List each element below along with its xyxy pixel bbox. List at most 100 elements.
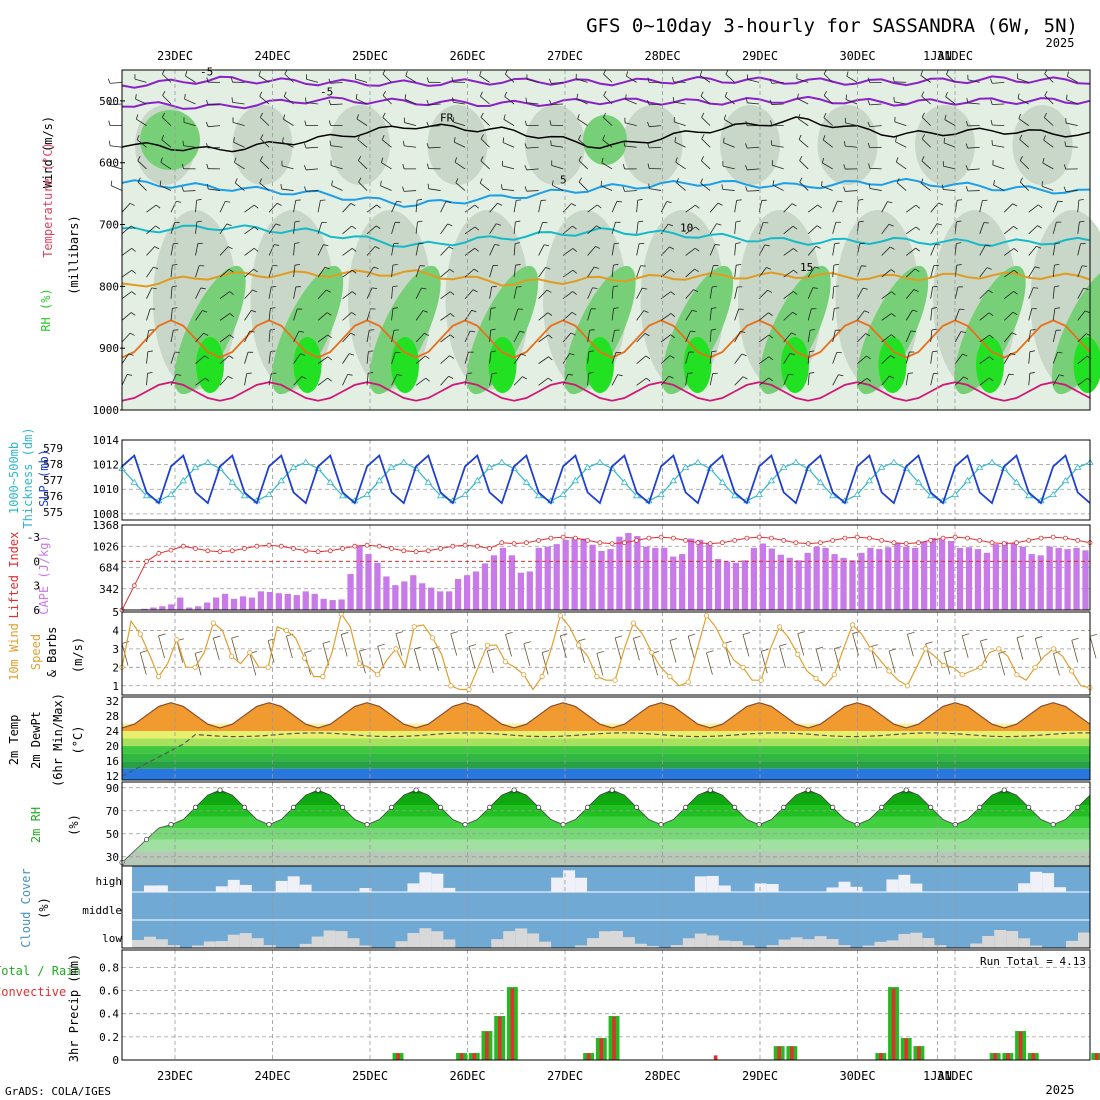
wind-barb-flag <box>960 331 966 334</box>
wind-barb-flag <box>932 285 938 288</box>
wind-barb-flag <box>226 223 232 226</box>
cape-bar <box>437 591 444 610</box>
wind-barb-flag <box>625 94 627 100</box>
wind-barb <box>195 243 199 256</box>
thickness-point <box>828 492 837 499</box>
wind-barb-flag <box>647 99 650 105</box>
wind-barb <box>587 225 597 235</box>
cape-bar <box>670 556 677 610</box>
thk-tick-579: 579 <box>43 442 63 455</box>
wind-barb-flag <box>497 202 503 206</box>
wind10-frame <box>121 611 1091 696</box>
cape-bar <box>1019 546 1026 610</box>
wind-barb <box>799 181 809 191</box>
wind-barb <box>453 121 466 127</box>
wind-barb <box>233 141 245 148</box>
wind-barb <box>921 138 931 148</box>
rh-point <box>707 787 713 793</box>
date-bottom-28DEC: 28DEC <box>644 1069 680 1083</box>
wind-barb-flag <box>234 157 237 163</box>
rh-upper-region <box>1012 105 1073 185</box>
wind-barb <box>832 352 838 364</box>
wind-barb <box>293 376 303 386</box>
cape-bar <box>1046 546 1053 610</box>
wind-barb-flag <box>764 244 770 247</box>
wind10-point <box>849 622 856 628</box>
wind-barb-flag <box>723 137 725 143</box>
wind-barb <box>162 95 172 105</box>
ylabel-precip: 3hr Precip (mm) <box>67 954 81 1062</box>
wind-barb-flag <box>181 163 184 169</box>
wind-barb <box>685 247 696 256</box>
wind10-barb-flag <box>815 646 824 650</box>
wind10-point <box>575 642 582 648</box>
wind-barb-flag <box>491 350 497 353</box>
thickness-point <box>473 477 482 484</box>
wind-barb <box>562 203 572 213</box>
wind-barb-flag <box>155 204 161 209</box>
cape-bar <box>714 559 722 610</box>
cloud-high-bar <box>419 872 432 892</box>
wind-barb <box>415 200 418 213</box>
wind-barb-flag <box>623 141 626 147</box>
rh-saturated-region <box>391 337 419 393</box>
rh-band <box>122 816 1090 829</box>
wind-barb-flag <box>647 121 650 127</box>
wind-barb <box>170 330 174 343</box>
wind-barb <box>954 376 965 386</box>
wind-barb <box>146 351 149 364</box>
wind-barb <box>146 287 153 299</box>
slp-line <box>121 454 1091 505</box>
cape-bar <box>311 593 318 610</box>
cape-bar <box>741 560 749 610</box>
cape-bar <box>652 547 659 610</box>
wind-barb <box>342 248 353 256</box>
wind-barb-flag <box>108 99 111 105</box>
wind-barb <box>121 225 132 235</box>
cloud-low-bar <box>802 939 815 948</box>
cape-bar <box>661 547 668 610</box>
wind-barb <box>807 308 812 321</box>
cape-bar <box>580 538 587 610</box>
wind-barb-flag <box>602 112 606 118</box>
cape-bar <box>248 597 256 610</box>
wind-barb-flag <box>613 263 619 266</box>
wind-barb-flag <box>155 225 160 230</box>
wind10-point <box>758 677 764 683</box>
wind-barb <box>624 145 637 148</box>
ylabel-wind10-b: Speed <box>29 634 43 670</box>
cape-bar <box>831 554 838 610</box>
cloud-low-bar <box>646 945 659 948</box>
wind-barb-flag <box>449 355 454 359</box>
wind-barb <box>562 332 572 343</box>
wind-barb-flag <box>725 69 729 75</box>
wind-barb-flag <box>160 157 163 163</box>
wind-barb-flag <box>474 204 479 209</box>
wind-barb <box>869 125 882 128</box>
wind-barb-flag <box>740 331 746 333</box>
wind-barb-flag <box>1008 373 1014 376</box>
li-point <box>683 538 688 543</box>
li-point <box>732 538 738 543</box>
precip-panel: 00.20.40.60.8 Run Total = 4.13 <box>99 949 1100 1067</box>
wind-barb-flag <box>1055 242 1061 244</box>
wind-barb <box>758 289 768 300</box>
wind-barb <box>513 221 516 234</box>
temp-band <box>122 746 1090 754</box>
wind10-barb <box>614 637 622 661</box>
rh-humid-region <box>466 265 539 395</box>
wind-barb-flag <box>453 137 456 143</box>
precip-conv-bar <box>586 1053 591 1060</box>
year-label-bottom: 2025 <box>1046 1083 1075 1097</box>
wind-barb <box>317 267 326 278</box>
ylabel-rh2m-a: 2m RH <box>29 807 43 843</box>
wind-barb-flag <box>988 289 993 294</box>
wind10-point <box>649 649 655 656</box>
ylabel-temp-c: (6hr Min/Max) <box>51 693 65 787</box>
wind-barb <box>121 374 128 386</box>
thickness-point <box>620 478 629 485</box>
